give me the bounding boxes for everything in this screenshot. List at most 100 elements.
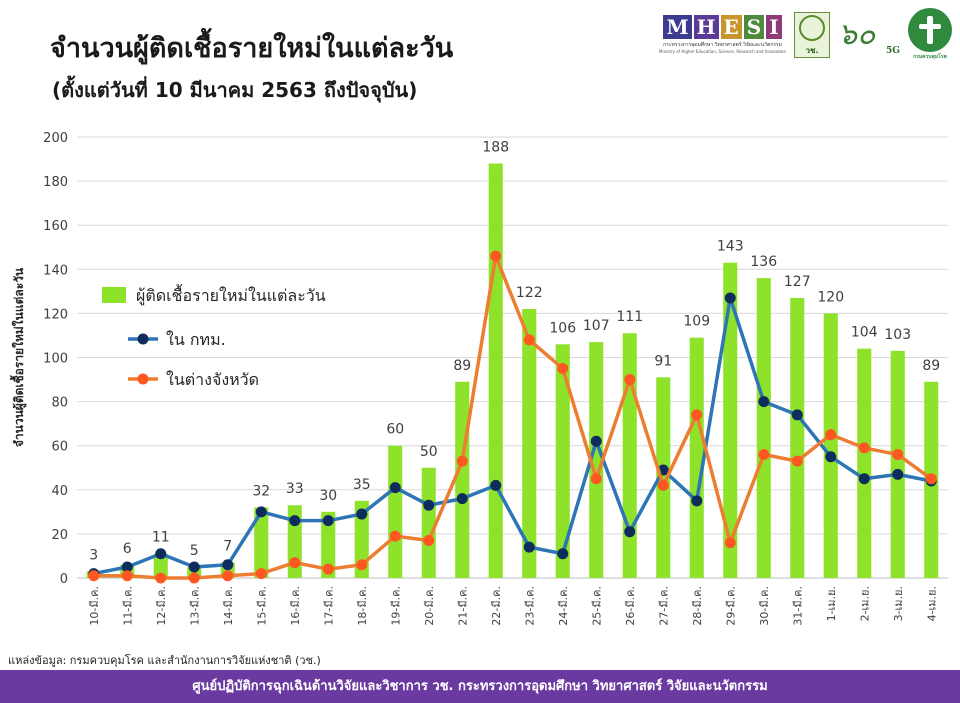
- x-tick-label: 13-มี.ค.: [188, 586, 201, 626]
- series-1-point: [858, 442, 870, 454]
- bar-value-label: 107: [583, 318, 610, 334]
- bar-20: [756, 278, 771, 578]
- bar-7: [321, 511, 336, 578]
- series-1-point: [356, 559, 368, 571]
- bar-value-label: 106: [549, 320, 576, 336]
- series-0-point: [289, 515, 301, 527]
- bar-21: [790, 297, 805, 578]
- series-0-point: [222, 559, 234, 571]
- bar-19: [723, 262, 738, 578]
- x-tick-label: 24-มี.ค.: [557, 586, 570, 626]
- series-0-point: [825, 451, 837, 463]
- bar-value-label: 6: [123, 541, 132, 557]
- series-1-point: [456, 455, 468, 467]
- series-1-point: [289, 557, 301, 569]
- bar-value-label: 3: [89, 547, 98, 563]
- series-1-point: [892, 449, 904, 461]
- series-1-point: [523, 334, 535, 346]
- bar-value-label: 104: [851, 325, 878, 341]
- legend-label-line-0: ใน กทม.: [166, 330, 226, 349]
- series-0-point: [155, 548, 167, 560]
- series-1-point: [624, 374, 636, 386]
- anniversary-number: ๖๐: [838, 17, 876, 52]
- x-tick-label: 20-มี.ค.: [423, 586, 436, 626]
- series-1-point: [825, 429, 837, 441]
- bar-value-label: 32: [252, 483, 270, 499]
- bar-value-label: 103: [884, 327, 911, 343]
- series-0-point: [691, 495, 703, 507]
- nrct-label: วช.: [805, 45, 819, 55]
- series-0-point: [456, 493, 468, 505]
- bar-value-label: 5: [190, 543, 199, 559]
- bar-value-label: 33: [286, 481, 304, 497]
- series-1-point: [657, 479, 669, 491]
- bar-value-label: 136: [750, 254, 777, 270]
- daily-cases-chart: 0 20 40 60 80 100 120 140 160 180 200 จำนวนผู้ติดเช…: [9, 131, 948, 626]
- x-tick-label: 31-มี.ค.: [791, 586, 804, 626]
- bar-value-label: 89: [453, 358, 471, 374]
- x-tick-label: 18-มี.ค.: [356, 586, 369, 626]
- nrct-seal-icon: [799, 14, 825, 41]
- series-1-point: [423, 535, 435, 547]
- series-1-point: [691, 409, 703, 421]
- bar-11: [455, 381, 470, 578]
- bar-value-label: 188: [482, 139, 509, 155]
- bar-24: [890, 350, 905, 578]
- x-tick-label: 22-มี.ค.: [490, 586, 503, 626]
- bar-value-label: 7: [223, 539, 232, 555]
- bar-value-label: 50: [420, 444, 438, 460]
- series-1-point: [322, 563, 334, 575]
- bar-12: [488, 163, 503, 578]
- series-line-0: [93, 296, 932, 576]
- bar-value-label: 120: [817, 289, 844, 305]
- x-tick-label: 30-มี.ค.: [758, 586, 771, 626]
- series-1-point: [557, 363, 569, 375]
- bar-value-label: 111: [616, 309, 643, 325]
- bar-10: [421, 467, 436, 578]
- y-tick-label: 60: [51, 440, 68, 455]
- mhesi-caption-th: กระทรวงการอุดมศึกษา วิทยาศาสตร์ วิจัยและ…: [663, 42, 782, 48]
- bar-2: [153, 553, 168, 578]
- series-0-point: [590, 435, 602, 447]
- series-1-point: [188, 572, 200, 584]
- series-1-point: [121, 570, 133, 582]
- bar-16: [622, 333, 637, 578]
- legend-label-bar: ผู้ติดเชื้อรายใหม่ในแต่ละวัน: [136, 284, 326, 306]
- series-1-point: [88, 570, 100, 582]
- series-1-point: [155, 572, 167, 584]
- mhesi-letter-m: M: [663, 15, 692, 39]
- x-tick-label: 23-มี.ค.: [523, 586, 536, 626]
- bar-5: [254, 507, 269, 578]
- y-tick-label: 20: [51, 528, 68, 543]
- x-tick-label: 10-มี.ค.: [88, 586, 101, 626]
- series-1-point: [724, 537, 736, 549]
- series-0-point: [557, 548, 569, 560]
- x-tick-label: 19-มี.ค.: [389, 586, 402, 626]
- x-tick-label: 12-มี.ค.: [155, 586, 168, 626]
- bar-8: [354, 500, 369, 578]
- ddc-label: กรมควบคุมโรค: [913, 54, 947, 60]
- series-0-point: [188, 561, 200, 573]
- bar-3: [187, 566, 202, 578]
- legend-marker-1: [137, 373, 149, 385]
- series-0-point: [724, 292, 736, 304]
- x-tick-label: 29-มี.ค.: [724, 586, 737, 626]
- legend-label-line-1: ในต่างจังหวัด: [166, 370, 259, 389]
- x-tick-label: 17-มี.ค.: [322, 586, 335, 626]
- bar-value-label: 89: [922, 358, 940, 374]
- x-tick-label: 1-เม.ย.: [825, 586, 838, 621]
- x-tick-label: 26-มี.ค.: [624, 586, 637, 626]
- bar-18: [689, 337, 704, 578]
- bar-15: [589, 342, 604, 578]
- bar-value-label: 109: [683, 314, 710, 330]
- x-tick-label: 28-มี.ค.: [691, 586, 704, 626]
- series-0-point: [791, 409, 803, 421]
- x-tick-label: 14-มี.ค.: [222, 586, 235, 626]
- nrct-logo: วช.: [794, 11, 830, 58]
- bar-value-label: 91: [654, 353, 672, 369]
- y-tick-label: 100: [43, 352, 68, 367]
- series-0-point: [322, 515, 334, 527]
- source-note: แหล่งข้อมูล: กรมควบคุมโรค และสำนักงานการ…: [8, 654, 321, 667]
